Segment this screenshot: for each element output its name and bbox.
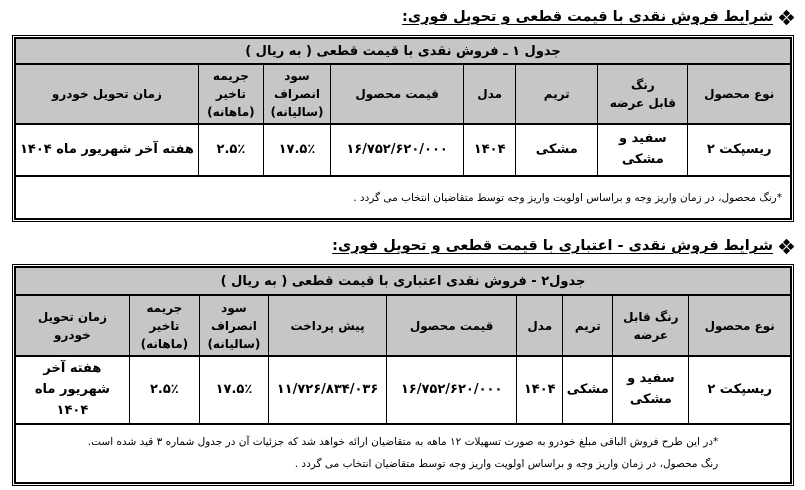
table2-header-delivery-time: زمان تحویل خودرو (14, 294, 130, 358)
table1-header-product-price: قیمت محصول (330, 63, 465, 126)
table2-cell-model: ۱۴۰۴ (516, 355, 564, 426)
table1-cell-delivery-time: هفته آخر شهریور ماه ۱۴۰۴ (14, 123, 199, 178)
table1-header-product-type: نوع محصول (687, 63, 792, 126)
table1-cell-cancellation-interest: ۱۷.۵٪ (262, 123, 332, 178)
table2-header-available-color: رنگ قابل عرضه (612, 294, 690, 358)
table1-data-row: ریسپکت ۲ سفید و مشکی مشکی ۱۴۰۴ ۱۶/۷۵۲/۶۲… (14, 123, 792, 178)
table2-cell-delivery-time: هفته آخر شهریور ماه ۱۴۰۴ (14, 355, 130, 426)
section-heading-cash-credit: شرایط فروش نقدی - اعتباری با قیمت قطعی و… (12, 236, 795, 257)
table2-header-down-payment: پیش پرداخت (267, 294, 388, 358)
table2-footnote: *در این طرح فروش الباقی مبلغ خودرو به صو… (14, 423, 792, 484)
table2-header-product-type: نوع محصول (688, 294, 792, 358)
table2-cell-trim: مشکی (562, 355, 614, 426)
heading-cash-credit-text: شرایط فروش نقدی - اعتباری با قیمت قطعی و… (332, 238, 773, 255)
table2-wrapper: جدول۲ - فروش نقدی اعتباری با قیمت قطعی (… (12, 264, 794, 486)
table1-header-row: نوع محصول رنگ قابل عرضه تریم مدل قیمت مح… (14, 63, 792, 126)
table1-header-delay-penalty: جریمه تاخیر (ماهانه) (197, 63, 264, 126)
table1-header-model: مدل (463, 63, 517, 126)
table1-cash-sale: جدول ۱ ـ فروش نقدی با قیمت قطعی ( به ریا… (14, 37, 792, 221)
table1-header-cancellation-interest: سود انصراف (سالیانه) (262, 63, 332, 126)
diamond-bullet-icon (778, 238, 795, 255)
table1-title: جدول ۱ ـ فروش نقدی با قیمت قطعی ( به ریا… (14, 37, 792, 66)
table2-cell-product-price: ۱۶/۷۵۲/۶۲۰/۰۰۰ (386, 355, 518, 426)
table2-header-cancellation-interest: سود انصراف (سالیانه) (198, 294, 269, 358)
table2-header-row: نوع محصول رنگ قابل عرضه تریم مدل قیمت مح… (14, 294, 792, 358)
table1-header-trim: تریم (515, 63, 599, 126)
table1-cell-trim: مشکی (515, 123, 599, 178)
table1-cell-model: ۱۴۰۴ (463, 123, 517, 178)
table2-cash-credit-sale: جدول۲ - فروش نقدی اعتباری با قیمت قطعی (… (14, 266, 792, 484)
table1-header-available-color: رنگ قابل عرضه (597, 63, 689, 126)
table2-cell-down-payment: ۱۱/۷۲۶/۸۳۴/۰۳۶ (267, 355, 388, 426)
table2-header-delay-penalty: جریمه تاخیر (ماهانه) (128, 294, 200, 358)
table1-cell-delay-penalty: ۲.۵٪ (197, 123, 264, 178)
table1-cell-product-price: ۱۶/۷۵۲/۶۲۰/۰۰۰ (330, 123, 465, 178)
section-heading-cash: شرایط فروش نقدی با قیمت قطعی و تحویل فور… (12, 7, 795, 28)
table2-title: جدول۲ - فروش نقدی اعتباری با قیمت قطعی (… (14, 266, 792, 297)
table2-cell-available-color: سفید و مشکی (612, 355, 690, 426)
table2-header-model: مدل (516, 294, 564, 358)
diamond-bullet-icon (778, 9, 795, 26)
table2-cell-delay-penalty: ۲.۵٪ (128, 355, 200, 426)
table1-header-delivery-time: زمان تحویل خودرو (14, 63, 199, 126)
table2-footnote-block: *در این طرح فروش الباقی مبلغ خودرو به صو… (88, 427, 718, 479)
table2-header-product-price: قیمت محصول (386, 294, 518, 358)
table2-data-row: ریسپکت ۲ سفید و مشکی مشکی ۱۴۰۴ ۱۶/۷۵۲/۶۲… (14, 355, 792, 426)
table2-cell-cancellation-interest: ۱۷.۵٪ (198, 355, 269, 426)
table1-cell-available-color: سفید و مشکی (597, 123, 689, 178)
table1-wrapper: جدول ۱ ـ فروش نقدی با قیمت قطعی ( به ریا… (12, 35, 794, 223)
table2-cell-product-type: ریسپکت ۲ (688, 355, 792, 426)
table1-footnote: *رنگ محصول، در زمان واریز وجه و براساس ا… (14, 175, 792, 221)
table1-cell-product-type: ریسپکت ۲ (687, 123, 792, 178)
table2-header-trim: تریم (562, 294, 614, 358)
heading-cash-text: شرایط فروش نقدی با قیمت قطعی و تحویل فور… (402, 9, 773, 25)
table2-footnote-line2: رنگ محصول، در زمان واریز وجه و براساس او… (294, 458, 719, 471)
table2-footnote-line1: *در این طرح فروش الباقی مبلغ خودرو به صو… (87, 436, 719, 449)
